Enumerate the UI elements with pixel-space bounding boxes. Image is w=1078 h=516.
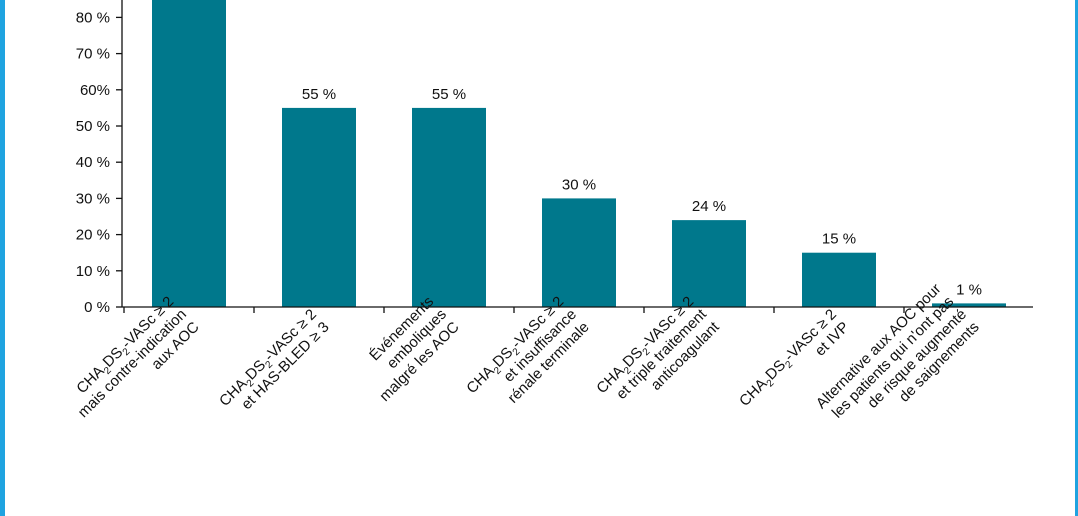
y-tick-label: 10 % — [76, 263, 110, 280]
y-tick-label: 80 % — [76, 9, 110, 26]
bars — [152, 0, 1006, 308]
data-label: 30 % — [562, 176, 596, 193]
data-label: 24 % — [692, 198, 726, 215]
bar — [672, 220, 746, 307]
data-label: 1 % — [956, 281, 982, 298]
category-label: CHA2DS2-VASc ≥ 2mais contre-indicationau… — [62, 293, 203, 434]
y-tick-label: 40 % — [76, 154, 110, 171]
bar — [932, 303, 1006, 307]
data-label: 15 % — [822, 231, 856, 248]
bar — [542, 198, 616, 307]
data-labels: 55 % 55 % 30 % 24 % 15 % 1 % — [302, 86, 982, 298]
y-tick-label: 50 % — [76, 118, 110, 135]
bar — [802, 252, 876, 307]
category-label: Événementsemboliquesmalgré les AOC — [351, 293, 463, 405]
bar — [412, 107, 486, 308]
y-axis-ticks: 0 % 10 % 20 % 30 % 40 % 50 % 60% 70 % 80 % — [76, 9, 905, 316]
category-label: CHA2DS2-VASc ≥ 2et HAS-BLED ≥ 3 — [216, 306, 333, 423]
bar — [152, 0, 226, 307]
frame-left-border — [0, 0, 5, 516]
data-label: 55 % — [302, 86, 336, 103]
y-tick-label: 0 % — [84, 299, 110, 316]
y-tick-label: 30 % — [76, 190, 110, 207]
bar — [282, 107, 356, 308]
category-label: CHA2DS2-VASc ≥ 2et insuffisancerénale te… — [463, 293, 592, 422]
y-tick-label: 60% — [80, 82, 110, 99]
y-tick-label: 20 % — [76, 227, 110, 244]
data-label: 55 % — [432, 86, 466, 103]
frame-right-border — [1075, 0, 1078, 516]
y-tick-label: 70 % — [76, 46, 110, 63]
category-label: CHA2DS2-VASc ≥ 2et triple traitementanti… — [593, 293, 723, 423]
